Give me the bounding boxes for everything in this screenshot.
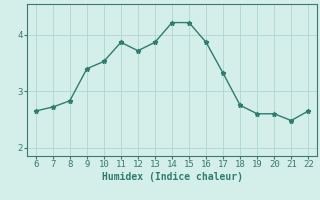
X-axis label: Humidex (Indice chaleur): Humidex (Indice chaleur) (101, 172, 243, 182)
